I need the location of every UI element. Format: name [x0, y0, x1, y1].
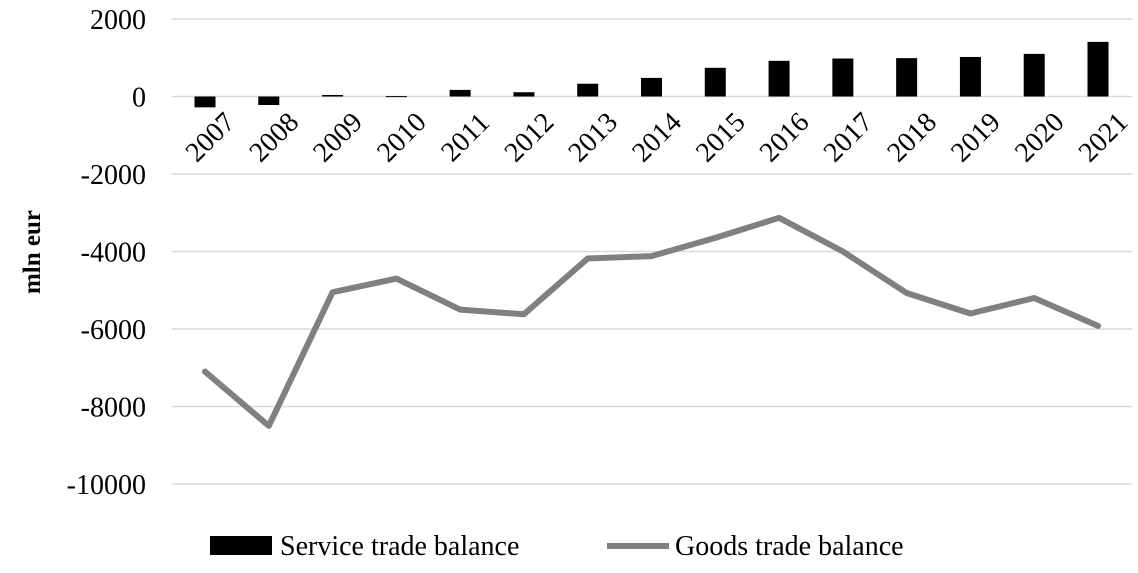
x-tick-label-2013: 2013	[562, 107, 624, 169]
service-bar-2013	[577, 83, 599, 97]
goods-trade-line	[202, 214, 1101, 429]
y-tick-label: -10000	[67, 470, 146, 501]
service-bar-2021	[1087, 41, 1109, 97]
y-tick-label: -2000	[81, 160, 146, 191]
y-axis-title: mln eur	[19, 210, 46, 294]
y-tick-label: 0	[132, 83, 146, 114]
x-tick-label-2019: 2019	[945, 107, 1007, 169]
legend-service-label: Service trade balance	[280, 531, 519, 562]
legend: Service trade balance Goods trade balanc…	[210, 531, 904, 562]
x-tick-label-2016: 2016	[754, 107, 816, 169]
legend-goods-label: Goods trade balance	[675, 531, 904, 562]
x-tick-label-2015: 2015	[690, 107, 752, 169]
service-bar-2015	[704, 67, 726, 97]
x-tick-label-2008: 2008	[244, 107, 306, 169]
y-tick-label: 2000	[90, 5, 146, 36]
x-tick-label-2011: 2011	[435, 107, 496, 168]
y-tick-label: -4000	[81, 238, 146, 269]
service-bar-2014	[641, 77, 662, 97]
x-tick-label-2014: 2014	[626, 107, 688, 169]
x-tick-label-2017: 2017	[818, 107, 880, 169]
y-axis-ticks: 2000 0 -2000 -4000 -6000 -8000 -10000	[67, 5, 146, 501]
x-tick-label-2010: 2010	[371, 107, 433, 169]
x-tick-label-2020: 2020	[1009, 107, 1071, 169]
x-tick-label-2021: 2021	[1073, 107, 1135, 169]
service-bars	[194, 41, 1109, 108]
x-axis-ticks: 2007 2008 2009 2010 2011 2012 2013 2014 2015 2016…	[180, 107, 1135, 169]
service-bar-2008	[258, 96, 280, 106]
y-tick-label: -6000	[81, 315, 146, 346]
service-bar-2012	[513, 92, 535, 97]
service-bar-2019	[959, 56, 981, 97]
x-tick-label-2007: 2007	[180, 107, 242, 169]
service-bar-2009	[322, 94, 344, 97]
service-bar-2010	[385, 96, 407, 98]
x-tick-label-2012: 2012	[499, 107, 561, 169]
legend-service-swatch	[210, 536, 272, 555]
service-bar-2007	[194, 96, 216, 108]
x-tick-label-2018: 2018	[881, 107, 943, 169]
goods-line	[202, 214, 1101, 429]
service-bar-2016	[768, 60, 790, 97]
service-bar-2011	[449, 89, 471, 97]
service-bar-2018	[896, 58, 918, 97]
service-bar-2020	[1023, 53, 1045, 97]
x-tick-label-2009: 2009	[307, 107, 369, 169]
y-tick-label: -8000	[81, 393, 146, 424]
service-bar-2017	[832, 58, 854, 97]
